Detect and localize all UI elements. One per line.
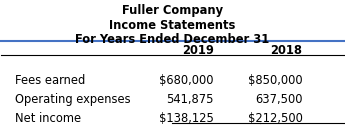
- Text: For Years Ended December 31: For Years Ended December 31: [75, 33, 270, 46]
- Text: 2018: 2018: [270, 44, 303, 57]
- Text: 2019: 2019: [182, 44, 214, 57]
- Text: Operating expenses: Operating expenses: [15, 93, 131, 106]
- Text: 637,500: 637,500: [255, 93, 303, 106]
- Text: $138,125: $138,125: [159, 112, 214, 125]
- Text: $212,500: $212,500: [248, 112, 303, 125]
- Text: 541,875: 541,875: [166, 93, 214, 106]
- Text: Net income: Net income: [15, 112, 81, 125]
- Text: Fuller Company: Fuller Company: [122, 4, 223, 17]
- Text: $680,000: $680,000: [159, 74, 214, 87]
- Text: $850,000: $850,000: [248, 74, 303, 87]
- Text: Income Statements: Income Statements: [109, 19, 236, 32]
- Text: Fees earned: Fees earned: [15, 74, 85, 87]
